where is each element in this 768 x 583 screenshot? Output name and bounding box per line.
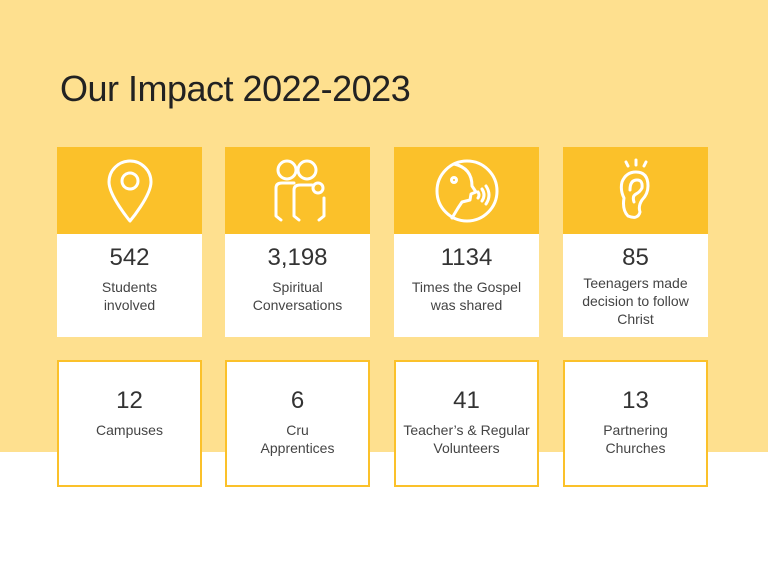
stat-value: 12 [116, 387, 143, 414]
stat-label: Cru Apprentices [260, 422, 335, 456]
stat-value: 3,198 [267, 244, 328, 271]
stat-label: Teacher’s & Regular Volunteers [403, 422, 530, 456]
stat-card-students: 542 Students involved [57, 147, 202, 337]
stat-label: Teenagers made decision to follow Christ [582, 275, 689, 327]
stat-card-campuses: 12 Campuses [57, 360, 202, 487]
stat-value: 85 [622, 244, 649, 271]
stat-card-gospel: 1134 Times the Gospel was shared [394, 147, 539, 337]
ear-icon [619, 158, 649, 219]
stat-value: 41 [453, 387, 480, 414]
page-title: Our Impact 2022-2023 [60, 68, 411, 109]
speaking-head-icon [435, 159, 498, 222]
people-icon [274, 159, 325, 221]
stat-value: 13 [622, 387, 649, 414]
stat-value: 6 [290, 387, 305, 414]
stat-card-teenagers: 85 Teenagers made decision to follow Chr… [563, 147, 708, 337]
stat-label: Spiritual Conversations [252, 279, 343, 313]
stat-label: Campuses [96, 422, 163, 438]
map-pin-icon [107, 159, 152, 222]
stat-label: Times the Gospel was shared [411, 279, 522, 313]
stat-card-apprentices: 6 Cru Apprentices [225, 360, 370, 487]
stat-card-churches: 13 Partnering Churches [563, 360, 708, 487]
stat-value: 1134 [440, 244, 493, 271]
stat-label: Partnering Churches [603, 422, 668, 456]
stat-value: 542 [109, 244, 150, 271]
stat-card-conversations: 3,198 Spiritual Conversations [225, 147, 370, 337]
stat-label: Students involved [101, 279, 158, 313]
stat-card-volunteers: 41 Teacher’s & Regular Volunteers [394, 360, 539, 487]
